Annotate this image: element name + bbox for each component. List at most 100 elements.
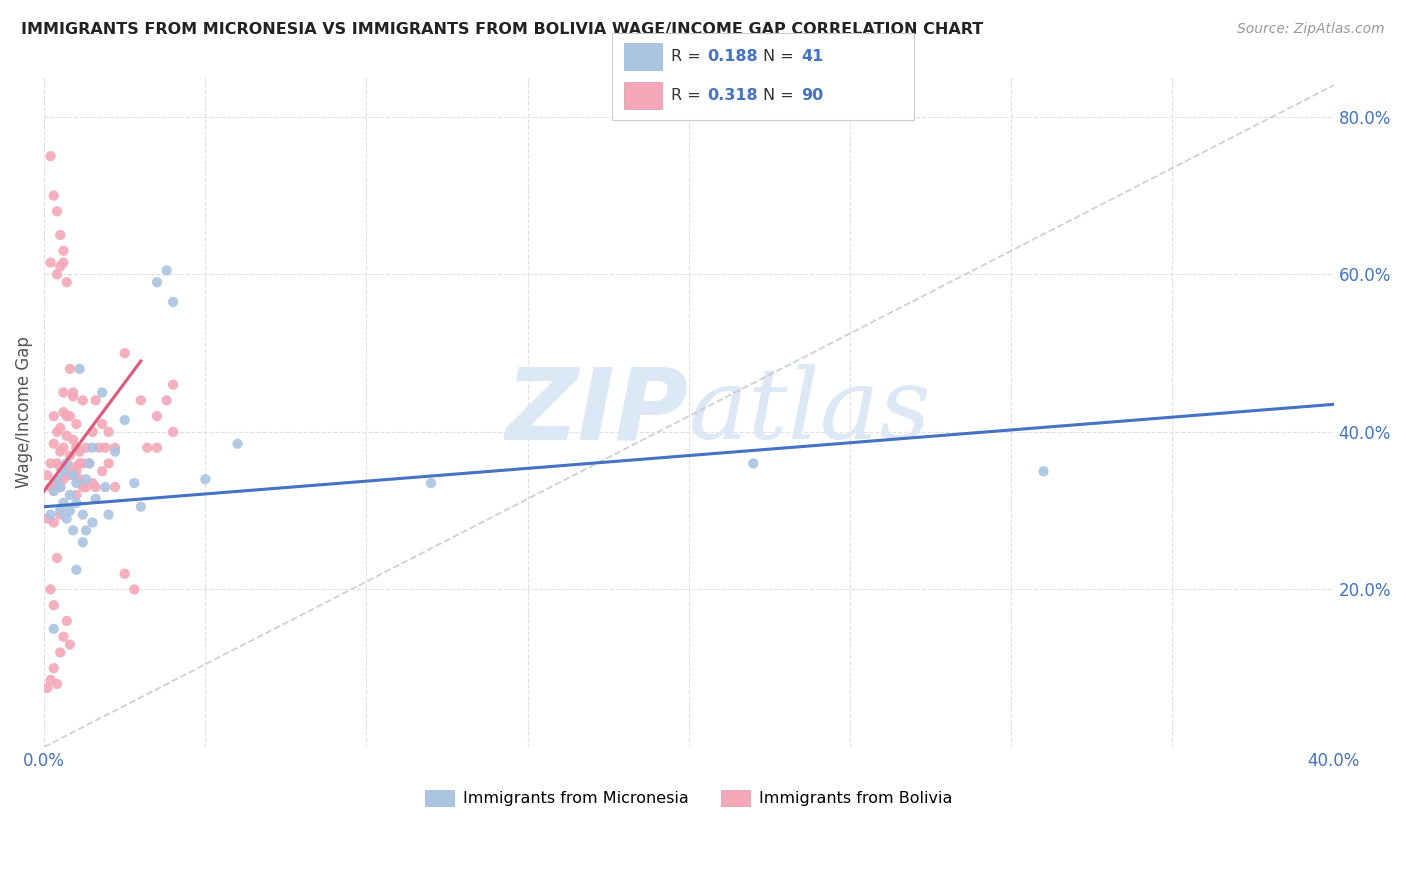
- Immigrants from Micronesia: [420, 476, 443, 491]
- Immigrants from Micronesia: [742, 457, 765, 471]
- Immigrants from Bolivia: [49, 444, 72, 458]
- Immigrants from Bolivia: [72, 457, 94, 471]
- Text: N =: N =: [763, 49, 800, 63]
- Immigrants from Bolivia: [91, 417, 114, 431]
- Immigrants from Bolivia: [114, 346, 136, 360]
- Immigrants from Bolivia: [65, 464, 87, 478]
- Immigrants from Bolivia: [37, 681, 59, 695]
- Immigrants from Micronesia: [65, 476, 87, 491]
- Immigrants from Micronesia: [226, 436, 249, 450]
- Immigrants from Bolivia: [94, 441, 117, 455]
- Immigrants from Bolivia: [49, 460, 72, 475]
- Legend: Immigrants from Micronesia, Immigrants from Bolivia: Immigrants from Micronesia, Immigrants f…: [419, 783, 959, 813]
- Immigrants from Bolivia: [55, 409, 77, 424]
- Immigrants from Bolivia: [129, 393, 152, 408]
- Immigrants from Micronesia: [84, 491, 107, 506]
- Immigrants from Micronesia: [162, 294, 184, 309]
- Y-axis label: Wage/Income Gap: Wage/Income Gap: [15, 336, 32, 488]
- Immigrants from Micronesia: [65, 563, 87, 577]
- Immigrants from Bolivia: [55, 429, 77, 443]
- Immigrants from Bolivia: [62, 433, 84, 447]
- Immigrants from Bolivia: [37, 511, 59, 525]
- Immigrants from Bolivia: [84, 480, 107, 494]
- Immigrants from Micronesia: [129, 500, 152, 514]
- Immigrants from Bolivia: [65, 417, 87, 431]
- Immigrants from Bolivia: [65, 441, 87, 455]
- Text: IMMIGRANTS FROM MICRONESIA VS IMMIGRANTS FROM BOLIVIA WAGE/INCOME GAP CORRELATIO: IMMIGRANTS FROM MICRONESIA VS IMMIGRANTS…: [21, 22, 983, 37]
- Text: Source: ZipAtlas.com: Source: ZipAtlas.com: [1237, 22, 1385, 37]
- Immigrants from Bolivia: [55, 614, 77, 628]
- Immigrants from Bolivia: [49, 421, 72, 435]
- Immigrants from Bolivia: [136, 441, 159, 455]
- Immigrants from Bolivia: [59, 362, 82, 376]
- Immigrants from Micronesia: [39, 508, 62, 522]
- Immigrants from Micronesia: [124, 476, 146, 491]
- Immigrants from Bolivia: [52, 385, 75, 400]
- Immigrants from Bolivia: [156, 393, 179, 408]
- Immigrants from Bolivia: [146, 441, 169, 455]
- Immigrants from Bolivia: [72, 480, 94, 494]
- Immigrants from Micronesia: [62, 468, 84, 483]
- Immigrants from Bolivia: [46, 550, 69, 565]
- Immigrants from Bolivia: [39, 255, 62, 269]
- Immigrants from Bolivia: [49, 260, 72, 274]
- Immigrants from Micronesia: [146, 275, 169, 289]
- Immigrants from Bolivia: [42, 598, 65, 612]
- Immigrants from Micronesia: [65, 496, 87, 510]
- Immigrants from Bolivia: [84, 393, 107, 408]
- Immigrants from Bolivia: [65, 441, 87, 455]
- Immigrants from Bolivia: [59, 638, 82, 652]
- Immigrants from Bolivia: [39, 673, 62, 687]
- Immigrants from Micronesia: [1032, 464, 1054, 478]
- Immigrants from Micronesia: [156, 263, 179, 277]
- Text: 90: 90: [801, 88, 824, 103]
- Immigrants from Bolivia: [46, 204, 69, 219]
- Text: atlas: atlas: [689, 365, 932, 460]
- Immigrants from Bolivia: [39, 149, 62, 163]
- Immigrants from Micronesia: [72, 508, 94, 522]
- Immigrants from Bolivia: [59, 409, 82, 424]
- Immigrants from Bolivia: [104, 480, 127, 494]
- Immigrants from Micronesia: [194, 472, 217, 486]
- Immigrants from Bolivia: [46, 480, 69, 494]
- Immigrants from Bolivia: [42, 476, 65, 491]
- Immigrants from Micronesia: [91, 385, 114, 400]
- Immigrants from Micronesia: [59, 504, 82, 518]
- Immigrants from Bolivia: [52, 255, 75, 269]
- Immigrants from Micronesia: [114, 413, 136, 427]
- Immigrants from Bolivia: [52, 630, 75, 644]
- Immigrants from Bolivia: [75, 441, 97, 455]
- Immigrants from Bolivia: [77, 457, 100, 471]
- Immigrants from Bolivia: [69, 444, 91, 458]
- Immigrants from Micronesia: [52, 496, 75, 510]
- Immigrants from Bolivia: [146, 409, 169, 424]
- Immigrants from Bolivia: [114, 566, 136, 581]
- Text: R =: R =: [671, 49, 706, 63]
- Immigrants from Bolivia: [91, 464, 114, 478]
- Immigrants from Micronesia: [42, 622, 65, 636]
- Immigrants from Bolivia: [42, 436, 65, 450]
- Immigrants from Bolivia: [62, 460, 84, 475]
- Immigrants from Bolivia: [42, 409, 65, 424]
- Immigrants from Bolivia: [82, 476, 104, 491]
- Immigrants from Bolivia: [49, 480, 72, 494]
- Immigrants from Micronesia: [69, 362, 91, 376]
- Immigrants from Micronesia: [49, 504, 72, 518]
- Immigrants from Bolivia: [62, 385, 84, 400]
- Immigrants from Bolivia: [52, 441, 75, 455]
- Immigrants from Micronesia: [42, 483, 65, 498]
- Immigrants from Bolivia: [124, 582, 146, 597]
- Immigrants from Micronesia: [62, 524, 84, 538]
- Immigrants from Bolivia: [52, 405, 75, 419]
- Immigrants from Bolivia: [39, 457, 62, 471]
- Immigrants from Bolivia: [162, 377, 184, 392]
- Immigrants from Bolivia: [55, 457, 77, 471]
- Immigrants from Bolivia: [97, 425, 120, 439]
- Immigrants from Bolivia: [65, 488, 87, 502]
- Immigrants from Micronesia: [55, 511, 77, 525]
- Immigrants from Bolivia: [55, 464, 77, 478]
- Immigrants from Bolivia: [162, 425, 184, 439]
- Immigrants from Micronesia: [46, 472, 69, 486]
- Immigrants from Bolivia: [59, 468, 82, 483]
- Immigrants from Micronesia: [75, 472, 97, 486]
